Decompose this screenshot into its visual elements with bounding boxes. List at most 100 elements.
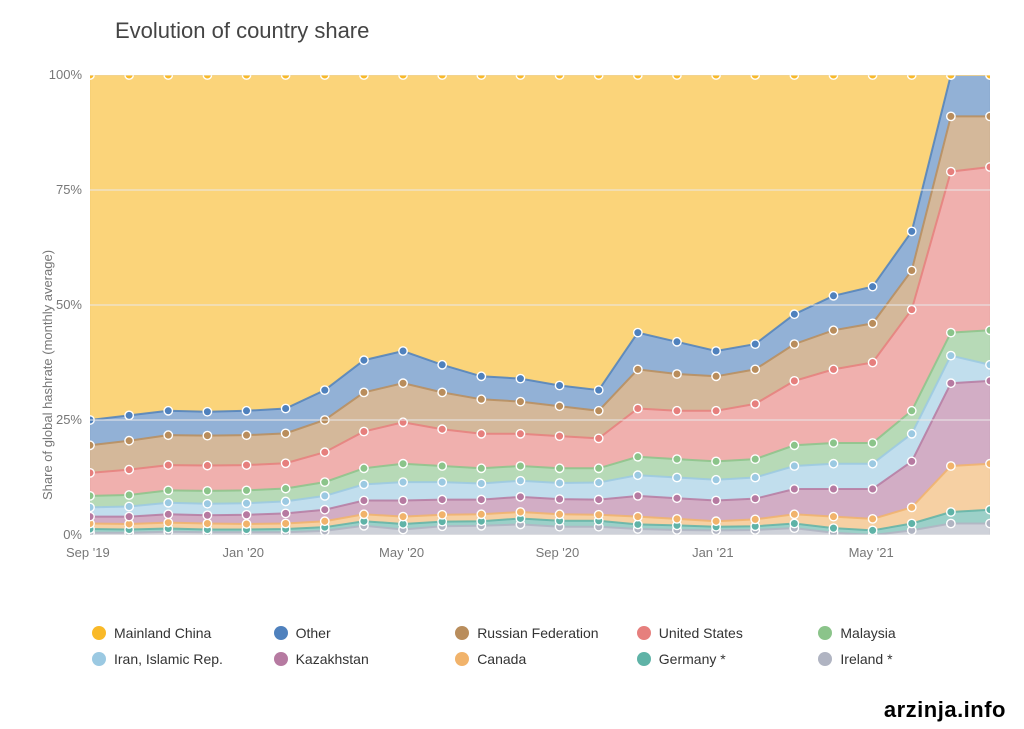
- series-marker: [438, 511, 446, 519]
- series-marker: [947, 328, 955, 336]
- series-marker: [790, 340, 798, 348]
- series-marker: [164, 510, 172, 518]
- series-marker: [908, 430, 916, 438]
- series-marker: [908, 503, 916, 511]
- series-marker: [321, 75, 329, 79]
- y-tick-label: 75%: [56, 182, 82, 197]
- series-marker: [281, 484, 289, 492]
- series-marker: [125, 437, 133, 445]
- series-marker: [477, 372, 485, 380]
- x-tick-label: May '21: [849, 545, 894, 560]
- legend-item[interactable]: Ireland *: [818, 651, 992, 667]
- series-marker: [908, 266, 916, 274]
- series-marker: [673, 75, 681, 79]
- series-marker: [203, 487, 211, 495]
- series-marker: [986, 326, 990, 334]
- series-marker: [751, 455, 759, 463]
- series-marker: [829, 512, 837, 520]
- series-marker: [555, 495, 563, 503]
- series-marker: [242, 511, 250, 519]
- series-marker: [712, 407, 720, 415]
- series-marker: [125, 75, 133, 79]
- series-marker: [242, 499, 250, 507]
- legend-item[interactable]: Malaysia: [818, 625, 992, 641]
- series-marker: [555, 479, 563, 487]
- series-marker: [555, 464, 563, 472]
- legend-item[interactable]: Mainland China: [92, 625, 266, 641]
- series-marker: [477, 479, 485, 487]
- legend-label: United States: [659, 625, 743, 641]
- series-marker: [399, 460, 407, 468]
- series-marker: [281, 509, 289, 517]
- series-marker: [555, 402, 563, 410]
- series-marker: [516, 374, 524, 382]
- series-marker: [203, 519, 211, 527]
- y-axis-label: Share of global hashrate (monthly averag…: [40, 250, 55, 500]
- series-marker: [829, 75, 837, 79]
- series-marker: [868, 282, 876, 290]
- legend-item[interactable]: Germany *: [637, 651, 811, 667]
- series-marker: [829, 439, 837, 447]
- series-marker: [360, 75, 368, 79]
- y-tick-label: 25%: [56, 412, 82, 427]
- legend-item[interactable]: Russian Federation: [455, 625, 629, 641]
- x-tick-label: Jan '20: [223, 545, 265, 560]
- series-marker: [829, 326, 837, 334]
- legend-item[interactable]: Other: [274, 625, 448, 641]
- series-marker: [751, 365, 759, 373]
- series-marker: [399, 512, 407, 520]
- series-marker: [438, 361, 446, 369]
- series-marker: [986, 460, 990, 468]
- series-marker: [594, 75, 602, 79]
- series-marker: [281, 75, 289, 79]
- series-marker: [242, 407, 250, 415]
- series-marker: [90, 512, 94, 520]
- series-marker: [164, 518, 172, 526]
- series-marker: [125, 491, 133, 499]
- series-marker: [673, 515, 681, 523]
- series-marker: [321, 492, 329, 500]
- series-marker: [321, 386, 329, 394]
- series-marker: [281, 459, 289, 467]
- series-marker: [790, 510, 798, 518]
- series-marker: [790, 75, 798, 79]
- series-marker: [634, 365, 642, 373]
- legend-swatch-icon: [92, 652, 106, 666]
- series-marker: [986, 112, 990, 120]
- series-marker: [321, 517, 329, 525]
- legend-label: Russian Federation: [477, 625, 598, 641]
- legend-item[interactable]: Iran, Islamic Rep.: [92, 651, 266, 667]
- series-marker: [594, 464, 602, 472]
- series-marker: [203, 511, 211, 519]
- legend-item[interactable]: Kazakhstan: [274, 651, 448, 667]
- series-marker: [634, 404, 642, 412]
- series-marker: [868, 526, 876, 534]
- series-marker: [673, 494, 681, 502]
- series-marker: [790, 519, 798, 527]
- series-marker: [399, 347, 407, 355]
- series-marker: [986, 361, 990, 369]
- series-marker: [673, 370, 681, 378]
- legend-item[interactable]: United States: [637, 625, 811, 641]
- series-marker: [790, 377, 798, 385]
- series-marker: [868, 358, 876, 366]
- series-marker: [555, 510, 563, 518]
- legend-swatch-icon: [818, 652, 832, 666]
- legend-swatch-icon: [818, 626, 832, 640]
- series-marker: [751, 473, 759, 481]
- legend-swatch-icon: [455, 652, 469, 666]
- series-marker: [634, 471, 642, 479]
- series-marker: [829, 460, 837, 468]
- legend-swatch-icon: [637, 652, 651, 666]
- series-marker: [829, 524, 837, 532]
- series-marker: [242, 486, 250, 494]
- legend-swatch-icon: [455, 626, 469, 640]
- series-marker: [947, 351, 955, 359]
- series-marker: [125, 411, 133, 419]
- legend-item[interactable]: Canada: [455, 651, 629, 667]
- series-marker: [438, 388, 446, 396]
- series-marker: [947, 75, 955, 79]
- series-marker: [712, 476, 720, 484]
- series-marker: [399, 379, 407, 387]
- series-marker: [164, 407, 172, 415]
